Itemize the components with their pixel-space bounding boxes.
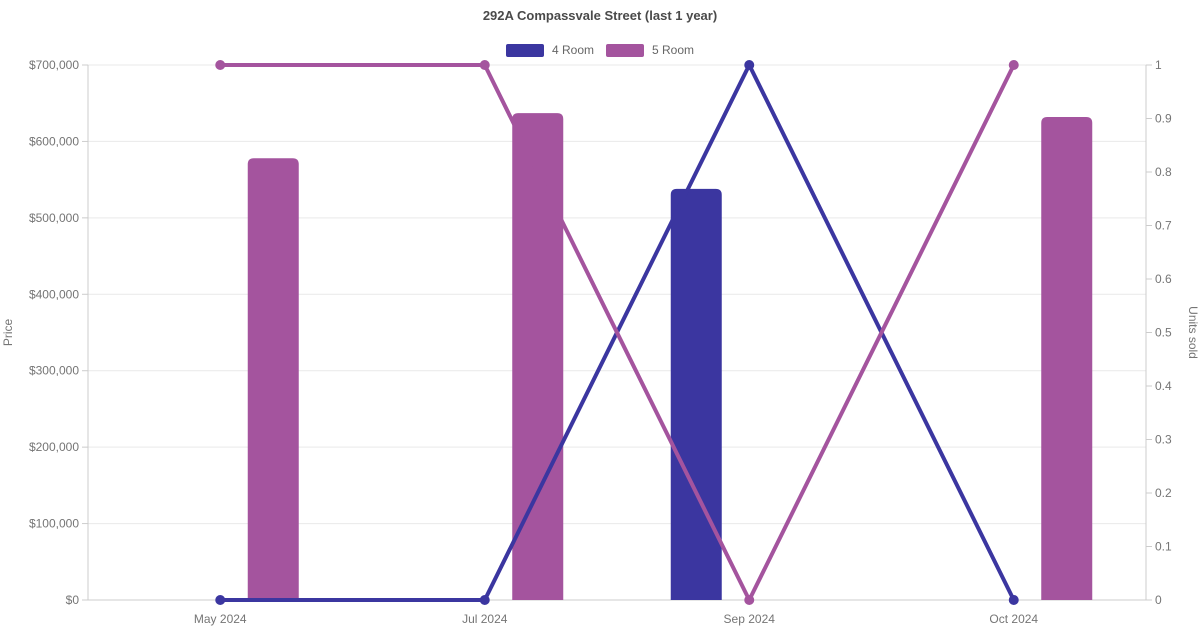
x-tick-label-jul-2024: Jul 2024 — [462, 612, 508, 626]
left-tick-label: $0 — [66, 593, 80, 607]
right-tick-label: 0.9 — [1155, 112, 1172, 126]
x-tick-label-may-2024: May 2024 — [194, 612, 247, 626]
left-tick-label: $700,000 — [29, 58, 79, 72]
right-tick-label: 0.1 — [1155, 540, 1172, 554]
point-5-room-may-2024 — [215, 60, 226, 70]
chart-title: 292A Compassvale Street (last 1 year) — [482, 8, 718, 23]
left-tick-label: $600,000 — [29, 134, 79, 148]
point-5-room-sep-2024 — [744, 595, 755, 605]
right-tick-label: 0 — [1155, 593, 1162, 607]
right-tick-label: 0.8 — [1155, 165, 1172, 179]
legend-item-5-room: 5 Room — [606, 44, 694, 57]
point-4-room-jul-2024 — [479, 595, 490, 605]
legend-label-5-room: 5 Room — [652, 43, 695, 57]
left-tick-label: $300,000 — [29, 364, 79, 378]
right-tick-label: 0.4 — [1155, 379, 1172, 393]
x-tick-label-oct-2024: Oct 2024 — [989, 612, 1038, 626]
left-tick-label: $500,000 — [29, 211, 79, 225]
legend-swatch-5-room — [606, 44, 644, 57]
right-tick-label: 0.2 — [1155, 486, 1172, 500]
bar-5-room-jul-2024 — [512, 113, 564, 601]
right-tick-label: 0.5 — [1155, 326, 1172, 340]
point-5-room-jul-2024 — [479, 60, 490, 70]
left-tick-label: $200,000 — [29, 440, 79, 454]
left-axis-title: Price — [1, 319, 15, 347]
right-tick-label: 1 — [1155, 58, 1162, 72]
right-tick-label: 0.7 — [1155, 219, 1172, 233]
point-5-room-oct-2024 — [1008, 60, 1019, 70]
point-4-room-may-2024 — [215, 595, 226, 605]
left-tick-label: $400,000 — [29, 287, 79, 301]
bar-5-room-oct-2024 — [1041, 116, 1093, 600]
legend-label-4-room: 4 Room — [551, 43, 594, 57]
right-tick-label: 0.3 — [1155, 433, 1172, 447]
chart-legend: 4 Room 5 Room — [0, 44, 1200, 57]
left-tick-label: $100,000 — [29, 517, 79, 531]
legend-swatch-4-room — [505, 44, 544, 57]
right-tick-label: 0.6 — [1155, 272, 1172, 286]
x-tick-label-sep-2024: Sep 2024 — [724, 612, 776, 626]
legend-item-4-room: 4 Room — [505, 43, 594, 57]
point-4-room-oct-2024 — [1008, 595, 1019, 605]
point-4-room-sep-2024 — [744, 60, 755, 70]
line-5-room — [218, 63, 1016, 602]
bar-5-room-may-2024 — [247, 158, 299, 600]
bar-4-room-sep-2024 — [670, 188, 722, 601]
right-axis-title: Units sold — [1186, 306, 1200, 359]
